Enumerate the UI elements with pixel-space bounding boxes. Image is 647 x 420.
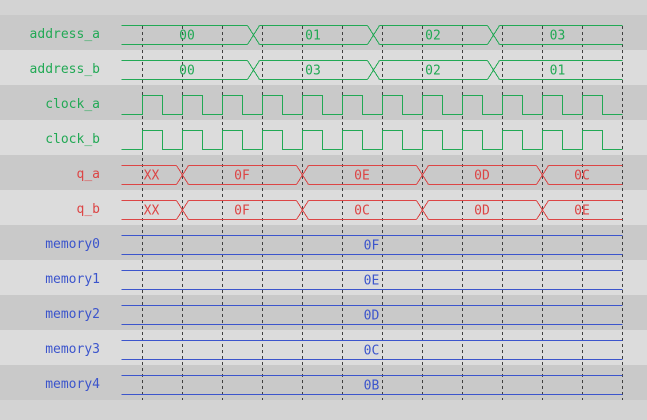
address_b-wave: 00 03 02 01 [121,60,623,80]
address_b-value: 03 [305,64,321,79]
signal-label-clock_b[interactable]: clock_b [45,132,100,147]
memory0-wave: 0F [121,235,623,255]
memory2-value: 0D [364,309,380,324]
memory2-wave: 0D [121,305,623,325]
signal-label-memory2[interactable]: memory2 [45,307,100,322]
address_a-value: 01 [305,29,321,44]
memory0-value: 0F [364,239,380,254]
signal-label-memory4[interactable]: memory4 [45,377,100,392]
address_b-value: 02 [425,64,441,79]
q_b-wave: XX 0F 0C 0D 0E [121,200,623,220]
signal-label-memory3[interactable]: memory3 [45,342,100,357]
address_a-value: 02 [425,29,441,44]
q_a-wave: XX 0F 0E 0D 0C [121,165,623,185]
q_b-value: 0F [234,204,250,219]
signal-label-memory1[interactable]: memory1 [45,272,100,287]
signal-label-q_a[interactable]: q_a [76,167,100,182]
q_b-value: 0E [574,204,590,219]
address_a-value: 03 [550,29,566,44]
signal-label-address_b[interactable]: address_b [29,62,100,77]
q_a-value: 0E [354,169,370,184]
memory1-value: 0E [364,274,380,289]
clock_b-wave [121,130,623,150]
address_a-wave: 00 01 02 03 [121,25,623,45]
signal-label-q_b[interactable]: q_b [76,202,100,217]
signal-label-address_a[interactable]: address_a [29,27,100,42]
signal-label-memory0[interactable]: memory0 [45,237,100,252]
q_a-value: XX [144,169,160,184]
memory3-value: 0C [364,344,380,359]
q_b-value: 0D [474,204,490,219]
clock_a-wave [121,95,623,115]
memory1-wave: 0E [121,270,623,290]
q_a-value: 0F [234,169,250,184]
memory4-value: 0B [364,379,380,394]
address_b-value: 01 [550,64,566,79]
time-gridlines [142,26,623,400]
q_b-value: XX [144,204,160,219]
memory4-wave: 0B [121,375,623,395]
q_a-value: 0D [474,169,490,184]
signal-label-clock_a[interactable]: clock_a [45,97,100,112]
q_a-value: 0C [574,169,590,184]
q_b-value: 0C [354,204,370,219]
memory3-wave: 0C [121,340,623,360]
address_b-value: 00 [179,64,195,79]
address_a-value: 00 [179,29,195,44]
